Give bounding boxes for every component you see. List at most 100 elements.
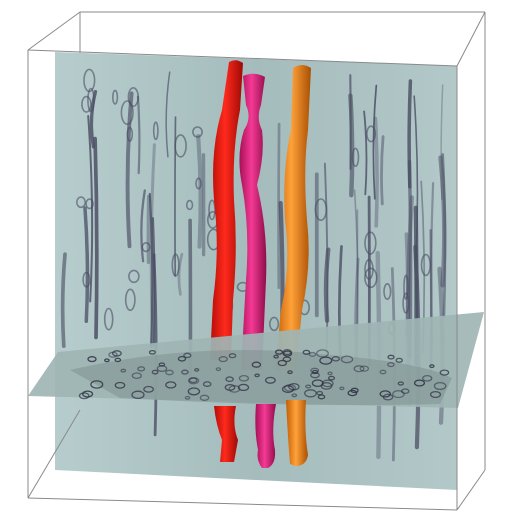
slice-ring	[181, 369, 189, 375]
slice-ring	[327, 375, 336, 381]
slice-ring	[148, 349, 156, 355]
slice-ring	[429, 364, 435, 369]
fibers-lower	[214, 400, 308, 468]
slice-ring	[274, 349, 284, 355]
slice-ring	[331, 356, 340, 362]
slab-cell	[81, 95, 92, 113]
slab-cell	[269, 316, 280, 332]
slice-ring	[238, 374, 250, 382]
slice-ring	[302, 349, 311, 355]
slab-streak	[380, 135, 385, 206]
slice-ring	[433, 381, 447, 391]
slab-cell	[383, 282, 392, 300]
slab-cell	[141, 242, 151, 253]
slab-streak	[136, 95, 141, 175]
slice-ring	[422, 374, 433, 382]
slice-ring	[347, 389, 358, 397]
slice-ring	[282, 356, 292, 363]
orange-fiber-lower	[286, 400, 308, 466]
slab-cell	[87, 87, 95, 113]
red-fiber-upper	[210, 60, 243, 360]
slab-streak	[125, 91, 134, 249]
slab-streak	[348, 93, 355, 198]
slice-ring	[199, 394, 210, 401]
slice-ring	[225, 376, 234, 383]
slice-ring	[90, 380, 104, 389]
slice-ring	[104, 358, 110, 363]
slice-ring	[151, 369, 159, 375]
slab-streak	[83, 206, 90, 324]
slab-streak	[177, 252, 184, 296]
slice-ring	[283, 384, 297, 392]
slab-streaks	[60, 68, 447, 462]
slab-cell	[192, 126, 203, 138]
slab-cell	[103, 307, 114, 331]
slice-ring	[359, 365, 370, 372]
slice-ring	[305, 384, 312, 389]
slab-cell	[195, 177, 202, 190]
slice-ring	[327, 371, 333, 376]
slice-ring	[387, 354, 395, 360]
slice-ring	[165, 381, 177, 389]
cross-section-rings	[78, 349, 450, 401]
slice-ring	[310, 372, 320, 379]
slice-ring	[131, 390, 145, 400]
slab-cell	[126, 126, 134, 142]
slab-cell	[120, 100, 134, 126]
slice-ring	[194, 368, 200, 372]
slice-ring	[111, 350, 122, 357]
slab-streak	[277, 122, 281, 290]
slab-cell	[82, 271, 91, 288]
slice-ring	[387, 362, 395, 368]
red-fiber-lower	[214, 406, 238, 462]
slice-ring	[215, 367, 222, 372]
slice-ring	[397, 381, 404, 386]
slice-ring	[413, 379, 426, 387]
slab-cell	[314, 198, 328, 222]
slice-ring	[304, 389, 317, 398]
slice-ring	[291, 393, 298, 398]
pink-fiber-upper	[239, 73, 267, 371]
slice-ring	[114, 381, 126, 389]
slice-ring	[311, 369, 319, 375]
horizontal-em-slice	[28, 312, 484, 408]
slab-cell	[420, 253, 432, 277]
slice-ring	[137, 366, 146, 372]
slab-streak	[140, 189, 146, 263]
slice-ring	[339, 386, 345, 391]
slice-ring	[320, 382, 333, 390]
slice-ring	[187, 377, 200, 385]
slice-ring	[379, 390, 392, 398]
slice-ring	[156, 365, 168, 373]
slice-ring	[281, 385, 295, 394]
slab-cell	[364, 231, 377, 255]
slab-cell	[403, 274, 409, 300]
orange-fiber-upper	[275, 65, 311, 370]
slice-ring	[439, 369, 450, 376]
slab-cell	[402, 292, 410, 314]
slice-ring	[264, 376, 276, 384]
slab-cell	[128, 269, 140, 284]
slice-ring	[228, 353, 237, 359]
slice-ring	[177, 355, 187, 362]
slab-streak	[93, 136, 99, 340]
slab-cell	[83, 68, 96, 93]
slice-ring	[316, 390, 324, 396]
slab-streak	[148, 192, 154, 349]
slice-ring	[184, 395, 191, 400]
fibers-upper	[210, 60, 311, 371]
slice-ring	[165, 369, 174, 376]
slice-ring	[277, 359, 288, 367]
slice-ring	[143, 385, 154, 393]
slice-ring	[218, 356, 228, 363]
slab-streak	[363, 110, 368, 196]
slab-streak	[373, 116, 379, 228]
slab-cell	[185, 199, 194, 211]
slab-cell	[127, 87, 140, 108]
slab-cell	[364, 267, 378, 289]
slice-ring	[319, 356, 333, 365]
bounding-box-front	[27, 49, 486, 511]
slice-ring	[87, 356, 97, 363]
slab-cell	[152, 121, 159, 141]
